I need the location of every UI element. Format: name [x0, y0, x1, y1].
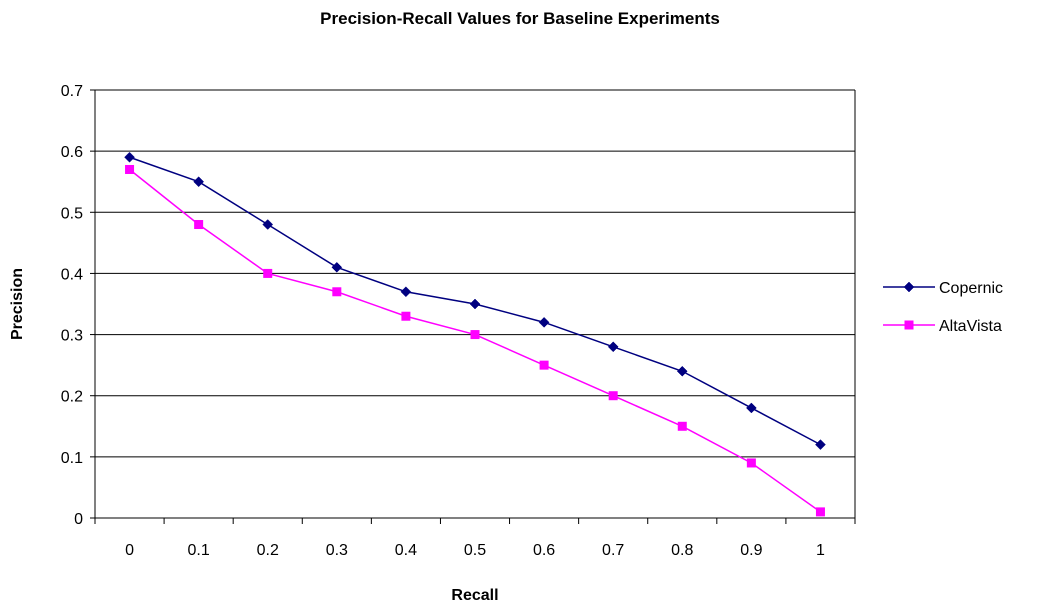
data-point-altavista — [746, 458, 756, 468]
y-tick-label: 0.5 — [61, 205, 83, 222]
series-altavista — [125, 164, 825, 517]
x-tick-label: 0.4 — [395, 542, 417, 559]
x-tick-label: 0.6 — [533, 542, 555, 559]
data-point-copernic — [746, 402, 757, 414]
legend-marker — [903, 281, 915, 293]
x-tick-label: 0.9 — [740, 542, 762, 559]
x-tick-label: 0 — [125, 542, 134, 559]
data-point-copernic — [124, 151, 135, 163]
legend-marker — [904, 320, 914, 330]
data-point-copernic — [815, 439, 826, 450]
x-tick-label: 0.7 — [602, 542, 624, 559]
legend-item-altavista: AltaVista — [883, 318, 1002, 335]
y-tick-label: 0.3 — [61, 328, 83, 345]
data-point-altavista — [470, 330, 480, 340]
legend-label: Copernic — [939, 280, 1003, 297]
series-layer — [124, 151, 826, 517]
chart-title: Precision-Recall Values for Baseline Exp… — [320, 9, 720, 28]
data-point-altavista — [332, 287, 342, 297]
data-point-copernic — [538, 316, 550, 328]
y-tick-label: 0.2 — [61, 389, 83, 406]
data-point-copernic — [331, 261, 343, 273]
series-copernic — [124, 151, 826, 450]
data-point-altavista — [194, 220, 204, 230]
data-point-altavista — [608, 391, 618, 401]
y-tick-label: 0 — [74, 511, 83, 528]
x-axis-ticks: 0 0.1 0.2 0.3 0.4 0.5 0.6 0.7 0.8 0.9 1 — [94, 518, 856, 559]
data-point-altavista — [815, 507, 825, 517]
x-axis-title: Recall — [451, 587, 498, 604]
data-point-altavista — [263, 268, 273, 278]
data-point-copernic — [400, 286, 412, 298]
x-tick-label: 0.2 — [257, 542, 279, 559]
data-point-altavista — [401, 311, 411, 321]
x-tick-label: 0.5 — [464, 542, 486, 559]
data-point-altavista — [539, 360, 549, 370]
y-tick-label: 0.4 — [61, 266, 83, 283]
data-point-copernic — [262, 219, 274, 230]
y-tick-label: 0.1 — [61, 450, 83, 467]
y-axis-title: Precision — [9, 268, 26, 340]
data-point-copernic — [676, 365, 688, 377]
legend: Copernic AltaVista — [883, 280, 1003, 335]
axes — [94, 89, 856, 519]
x-tick-label: 0.3 — [326, 542, 348, 559]
data-point-copernic — [193, 176, 204, 188]
legend-label: AltaVista — [939, 318, 1002, 335]
y-axis-ticks: 0 0.1 0.2 0.3 0.4 0.5 0.6 0.7 — [61, 83, 95, 528]
x-tick-label: 0.1 — [188, 542, 210, 559]
y-tick-label: 0.6 — [61, 144, 83, 161]
data-point-copernic — [469, 298, 481, 310]
legend-item-copernic: Copernic — [883, 280, 1003, 297]
data-point-altavista — [125, 164, 135, 174]
x-tick-label: 0.8 — [671, 542, 693, 559]
x-tick-label: 1 — [816, 542, 825, 559]
data-point-copernic — [607, 341, 619, 353]
data-point-altavista — [677, 421, 687, 431]
y-tick-label: 0.7 — [61, 83, 83, 100]
